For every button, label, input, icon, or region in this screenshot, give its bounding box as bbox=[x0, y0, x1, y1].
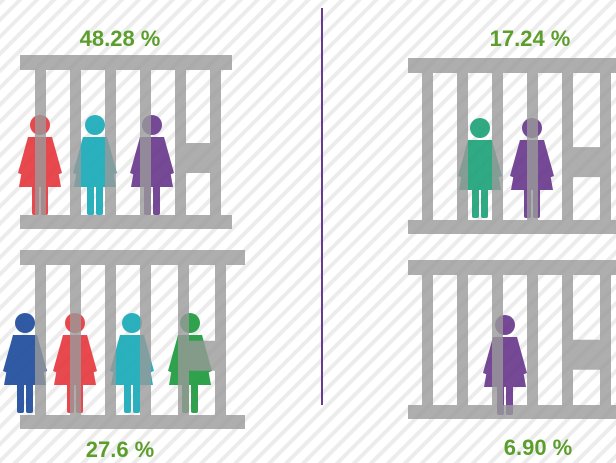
leg bbox=[481, 188, 488, 218]
leg bbox=[17, 383, 24, 413]
top-bar bbox=[408, 58, 616, 73]
bar bbox=[215, 265, 226, 415]
bottom-bar bbox=[20, 215, 232, 229]
bar bbox=[422, 275, 433, 405]
lock bbox=[175, 143, 221, 173]
percent-label: 6.90 % bbox=[504, 435, 573, 460]
bar bbox=[70, 70, 81, 215]
bar bbox=[105, 70, 116, 215]
lock bbox=[562, 147, 611, 177]
bar bbox=[457, 73, 468, 220]
top-bar bbox=[408, 260, 616, 275]
bar bbox=[562, 73, 573, 220]
bar bbox=[105, 265, 116, 415]
bar bbox=[527, 73, 538, 220]
bar bbox=[210, 70, 221, 215]
bar bbox=[140, 70, 151, 215]
lock bbox=[562, 340, 611, 370]
bottom-bar bbox=[408, 405, 616, 419]
bar bbox=[175, 70, 186, 215]
leg bbox=[96, 185, 103, 215]
bottom-bar bbox=[408, 220, 616, 234]
leg bbox=[191, 383, 198, 413]
bottom-bar bbox=[20, 415, 245, 429]
bar bbox=[457, 275, 468, 405]
percent-label: 27.6 % bbox=[86, 437, 155, 462]
leg bbox=[153, 185, 160, 215]
percent-label: 48.28 % bbox=[80, 26, 161, 51]
leg bbox=[472, 188, 479, 218]
leg bbox=[124, 383, 131, 413]
bar bbox=[527, 275, 538, 405]
bar bbox=[35, 265, 46, 415]
head bbox=[15, 313, 35, 333]
bar bbox=[422, 73, 433, 220]
bar bbox=[70, 265, 81, 415]
bar bbox=[492, 73, 503, 220]
head bbox=[122, 313, 142, 333]
infographic: 48.28 % 27.6 % 17.24 % 6.90 % bbox=[0, 0, 616, 463]
lock bbox=[178, 341, 226, 371]
bar bbox=[492, 275, 503, 405]
bar bbox=[35, 70, 46, 215]
top-bar bbox=[20, 55, 232, 70]
leg bbox=[87, 185, 94, 215]
bar bbox=[140, 265, 151, 415]
top-bar bbox=[20, 250, 245, 265]
percent-label: 17.24 % bbox=[490, 26, 571, 51]
bar bbox=[600, 73, 611, 220]
bar bbox=[178, 265, 189, 415]
leg bbox=[26, 383, 33, 413]
head bbox=[85, 115, 105, 135]
leg bbox=[133, 383, 140, 413]
head bbox=[470, 118, 490, 138]
